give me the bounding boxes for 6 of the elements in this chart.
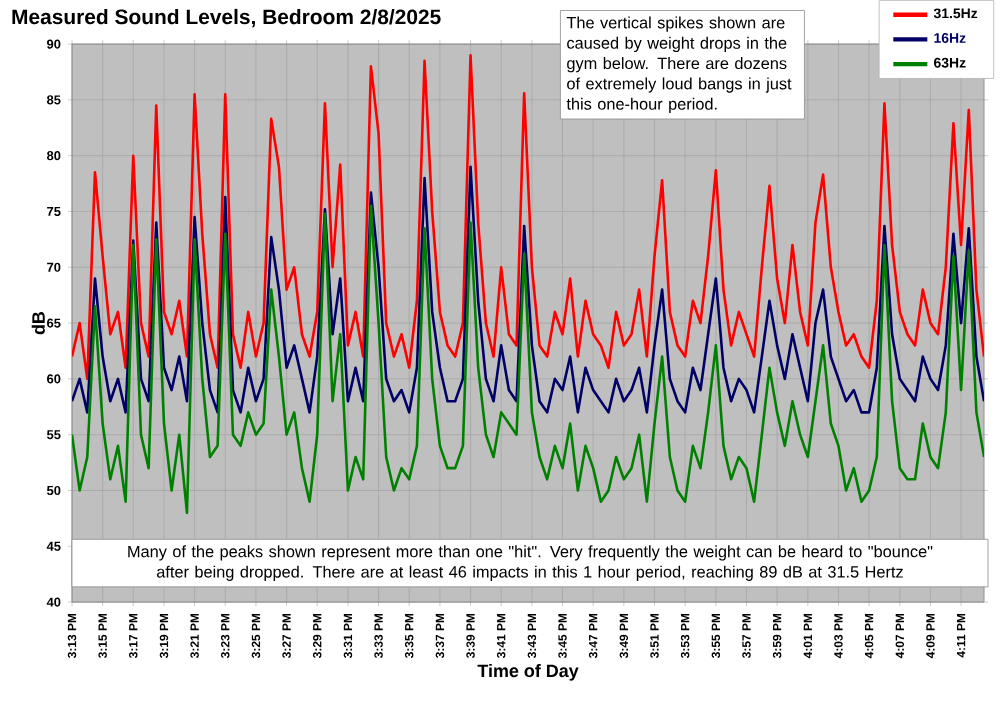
x-axis-title: Time of Day bbox=[477, 663, 579, 681]
annotation: Many of the peaks shown represent more than one "hit". Very frequently the weight can be heard to "bounce" after being dropped. There are at least 46 impacts in this 1 hour period, reaching 89 dB at 31.5 Hertz bbox=[128, 545, 933, 581]
chart-title: Measured Sound Levels, Bedroom 2/8/2025 bbox=[12, 8, 441, 28]
y-axis-title: dB bbox=[31, 311, 45, 335]
line-series bbox=[72, 204, 985, 515]
annotation: The vertical spikes shown are caused by weight drops in the gym below. There are dozens of extremely loud bangs in just this one-hour period. bbox=[566, 16, 792, 113]
